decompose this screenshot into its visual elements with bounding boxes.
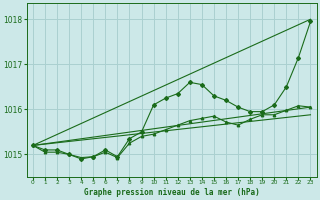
X-axis label: Graphe pression niveau de la mer (hPa): Graphe pression niveau de la mer (hPa) (84, 188, 260, 197)
